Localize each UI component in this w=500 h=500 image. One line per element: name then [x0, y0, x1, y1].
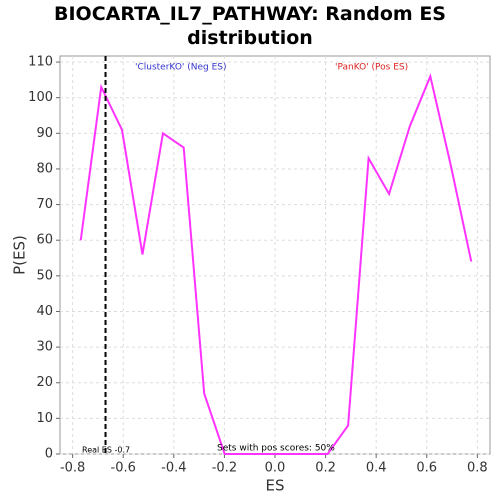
y-tick-label: 80 — [36, 161, 53, 176]
y-tick-label: 110 — [28, 55, 53, 70]
annotation: 'ClusterKO' (Neg ES) — [135, 63, 227, 73]
x-tick-label: 0.2 — [315, 461, 336, 476]
x-tick-label: -0.8 — [60, 461, 85, 476]
y-tick-label: 0 — [45, 447, 53, 462]
y-tick-label: 60 — [36, 233, 53, 248]
y-tick-label: 50 — [36, 268, 53, 283]
real-es-label: Real ES -0.7 — [82, 446, 130, 455]
x-tick-label: 0.6 — [416, 461, 437, 476]
x-axis-label: ES — [266, 477, 285, 495]
y-tick-label: 90 — [36, 126, 53, 141]
annotation: 'PanKO' (Pos ES) — [335, 63, 408, 73]
y-tick-label: 40 — [36, 304, 53, 319]
x-tick-label: -0.4 — [161, 461, 186, 476]
y-tick-label: 20 — [36, 375, 53, 390]
y-tick-label: 70 — [36, 197, 53, 212]
y-tick-label: 100 — [28, 90, 53, 105]
x-tick-label: 0.8 — [467, 461, 488, 476]
chart-title: BIOCARTA_IL7_PATHWAY: Random ES distribu… — [53, 3, 446, 49]
y-tick-label: 30 — [36, 340, 53, 355]
x-tick-label: 0.0 — [265, 461, 286, 476]
x-tick-label: 0.4 — [366, 461, 387, 476]
y-tick-label: 10 — [36, 411, 53, 426]
annotation: Sets with pos scores: 50% — [217, 444, 335, 454]
y-axis-label: P(ES) — [11, 235, 29, 275]
series-line — [79, 73, 473, 455]
x-tick-label: -0.2 — [212, 461, 237, 476]
x-tick-label: -0.6 — [111, 461, 136, 476]
